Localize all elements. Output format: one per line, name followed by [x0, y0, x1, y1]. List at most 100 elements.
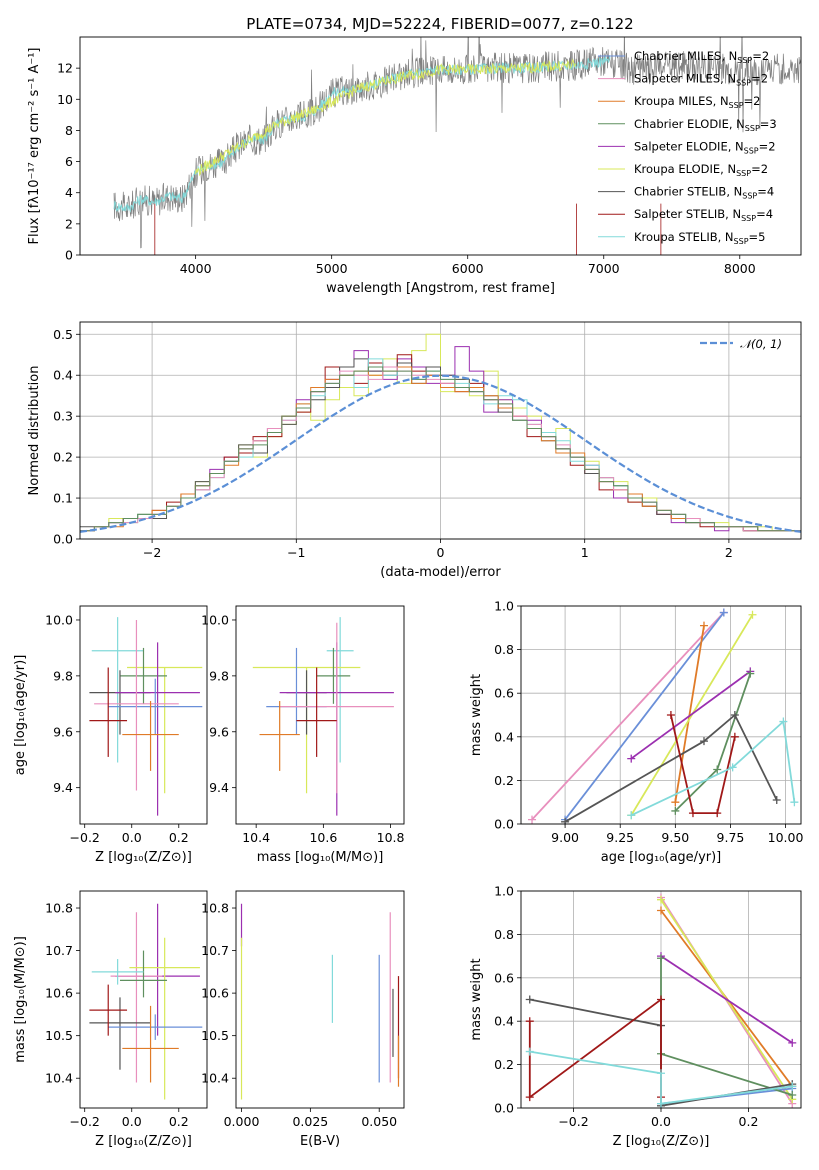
y-tick-label: 10.8	[45, 901, 73, 916]
legend-label: Chabrier MILES, N	[634, 49, 737, 63]
legend-subscript: SSP	[744, 146, 759, 155]
y-tick-label: 10.5	[201, 1028, 229, 1043]
x-axis-label: wavelength [Angstrom, rest frame]	[326, 281, 555, 296]
x-tick-label: 10.4	[242, 830, 270, 845]
legend-entry: Kroupa ELODIE, NSSP=2	[634, 162, 768, 178]
y-tick-label: 0	[65, 248, 73, 263]
panel-residuals: −2 −1 0 1 2 0.0 0.1 0.2 0.3 0.4 0.5 (data-model)/er…	[27, 321, 802, 580]
legend-entry: Chabrier MILES, NSSP=2	[634, 49, 769, 65]
axes-frame	[235, 890, 405, 1109]
weight-line-1	[564, 611, 725, 821]
x-tick-label: 0	[437, 545, 445, 560]
weight-marker	[657, 995, 665, 1004]
weight-marker	[657, 895, 665, 904]
weight-marker	[671, 806, 680, 815]
weight-marker	[657, 1069, 665, 1078]
legend-suffix: =5	[749, 230, 766, 244]
y-tick-label: 8	[65, 123, 73, 138]
weight-line-7	[670, 714, 736, 814]
x-tick-label: 0.0	[122, 1114, 142, 1129]
panel-ebv-vs-mass: 0.000 0.025 0.050 10.4 10.5 10.6 10.7 10.8 E(B-V…	[201, 890, 405, 1149]
weight-marker	[713, 765, 722, 774]
y-tick-label: 0.3	[53, 409, 73, 424]
legend-label: Chabrier ELODIE, N	[634, 117, 745, 131]
y-tick-label: 10.0	[45, 612, 73, 627]
legend-entry: Salpeter STELIB, NSSP=4	[634, 207, 773, 223]
y-tick-label: 0.8	[494, 927, 514, 942]
weight-marker	[525, 1047, 534, 1056]
y-tick-label: 9.8	[53, 668, 73, 683]
legend-label: Chabrier STELIB, N	[634, 185, 742, 199]
weight-marker	[772, 796, 781, 805]
x-tick-label: −0.2	[70, 1114, 100, 1129]
weight-marker	[699, 621, 708, 630]
legend-entry: Salpeter ELODIE, NSSP=2	[634, 139, 776, 155]
x-tick-label: 7000	[588, 261, 620, 276]
panel-mass-vs-age: 10.4 10.6 10.8 9.4 9.6 9.8 10.0 mass [log₁₀(M/M…	[201, 605, 405, 865]
y-tick-label: 0.0	[494, 1101, 514, 1116]
y-tick-label: 12	[57, 61, 73, 76]
x-tick-label: 10.6	[309, 830, 337, 845]
y-tick-label: 0.6	[494, 686, 514, 701]
weight-line-5	[660, 958, 793, 1096]
weight-marker	[790, 798, 799, 807]
legend-suffix: =2	[752, 49, 769, 63]
legend-suffix: =4	[756, 207, 773, 221]
y-tick-label: 0.0	[53, 532, 73, 547]
weight-marker	[657, 1099, 665, 1108]
y-tick-label: 9.4	[209, 780, 229, 795]
panel-weights-vs-age: 9.00 9.25 9.50 9.75 10.00 0.0 0.2 0.4 0.6 0.8 1.0 a…	[469, 599, 804, 866]
x-tick-label: 9.25	[606, 830, 634, 845]
legend-label: Kroupa MILES, N	[634, 94, 729, 108]
x-tick-label: 5000	[316, 261, 348, 276]
y-tick-label: 9.6	[53, 724, 73, 739]
legend-subscript: SSP	[737, 56, 752, 65]
legend-label: Salpeter STELIB, N	[634, 207, 741, 221]
weight-marker	[627, 754, 636, 763]
y-tick-label: 0.2	[53, 450, 73, 465]
weight-marker	[525, 1017, 534, 1026]
weight-line-6	[564, 713, 778, 823]
legend-label: Kroupa ELODIE, N	[634, 162, 736, 176]
x-axis-label: Z [log₁₀(Z/Z⊙)]	[95, 850, 192, 865]
panels-group: 4000 5000 6000 7000 8000024681012wavelength …	[13, 36, 804, 1149]
plot-area	[113, 37, 801, 255]
axes-frame	[520, 605, 802, 825]
legend-entry: Chabrier ELODIE, NSSP=3	[634, 117, 777, 133]
y-tick-label: 9.6	[209, 724, 229, 739]
weight-marker	[788, 1090, 797, 1099]
legend-suffix: =2	[751, 162, 768, 176]
weight-line-7	[528, 997, 662, 1099]
spectrum-line-2	[195, 58, 576, 177]
plot-area	[80, 333, 801, 533]
weight-marker	[719, 608, 728, 617]
y-tick-label: 10.6	[201, 986, 229, 1001]
weight-marker	[730, 732, 739, 741]
y-axis-label: Normed distribution	[27, 366, 42, 496]
legend-subscript: SSP	[741, 214, 756, 223]
y-tick-label: 0.2	[494, 1057, 514, 1072]
y-tick-label: 0.5	[53, 327, 73, 342]
weight-marker	[627, 811, 636, 820]
x-tick-label: 6000	[452, 261, 484, 276]
weight-marker	[730, 711, 739, 719]
plot-area	[89, 617, 203, 816]
y-tick-label: 1.0	[494, 884, 514, 899]
y-tick-label: 0.4	[494, 1014, 514, 1029]
y-tick-label: 10.5	[45, 1028, 73, 1043]
weight-marker	[561, 817, 570, 826]
weight-marker	[728, 763, 737, 772]
y-axis-label: age [log₁₀(age/yr)]	[13, 655, 28, 776]
y-tick-label: 0.4	[494, 729, 514, 744]
legend-suffix: =2	[759, 139, 776, 153]
y-tick-label: 6	[65, 154, 73, 169]
legend-subscript: SSP	[729, 101, 744, 110]
x-tick-label: 0.0	[122, 830, 142, 845]
axes-frame	[79, 36, 802, 256]
spectrum-line-0	[113, 37, 801, 249]
normal-curve	[80, 374, 801, 533]
panel-spectrum: 4000 5000 6000 7000 8000 0 2 4 6 8 10 12 wavelength …	[27, 36, 802, 296]
x-tick-label: 9.50	[661, 830, 689, 845]
x-tick-label: 10.00	[768, 830, 804, 845]
